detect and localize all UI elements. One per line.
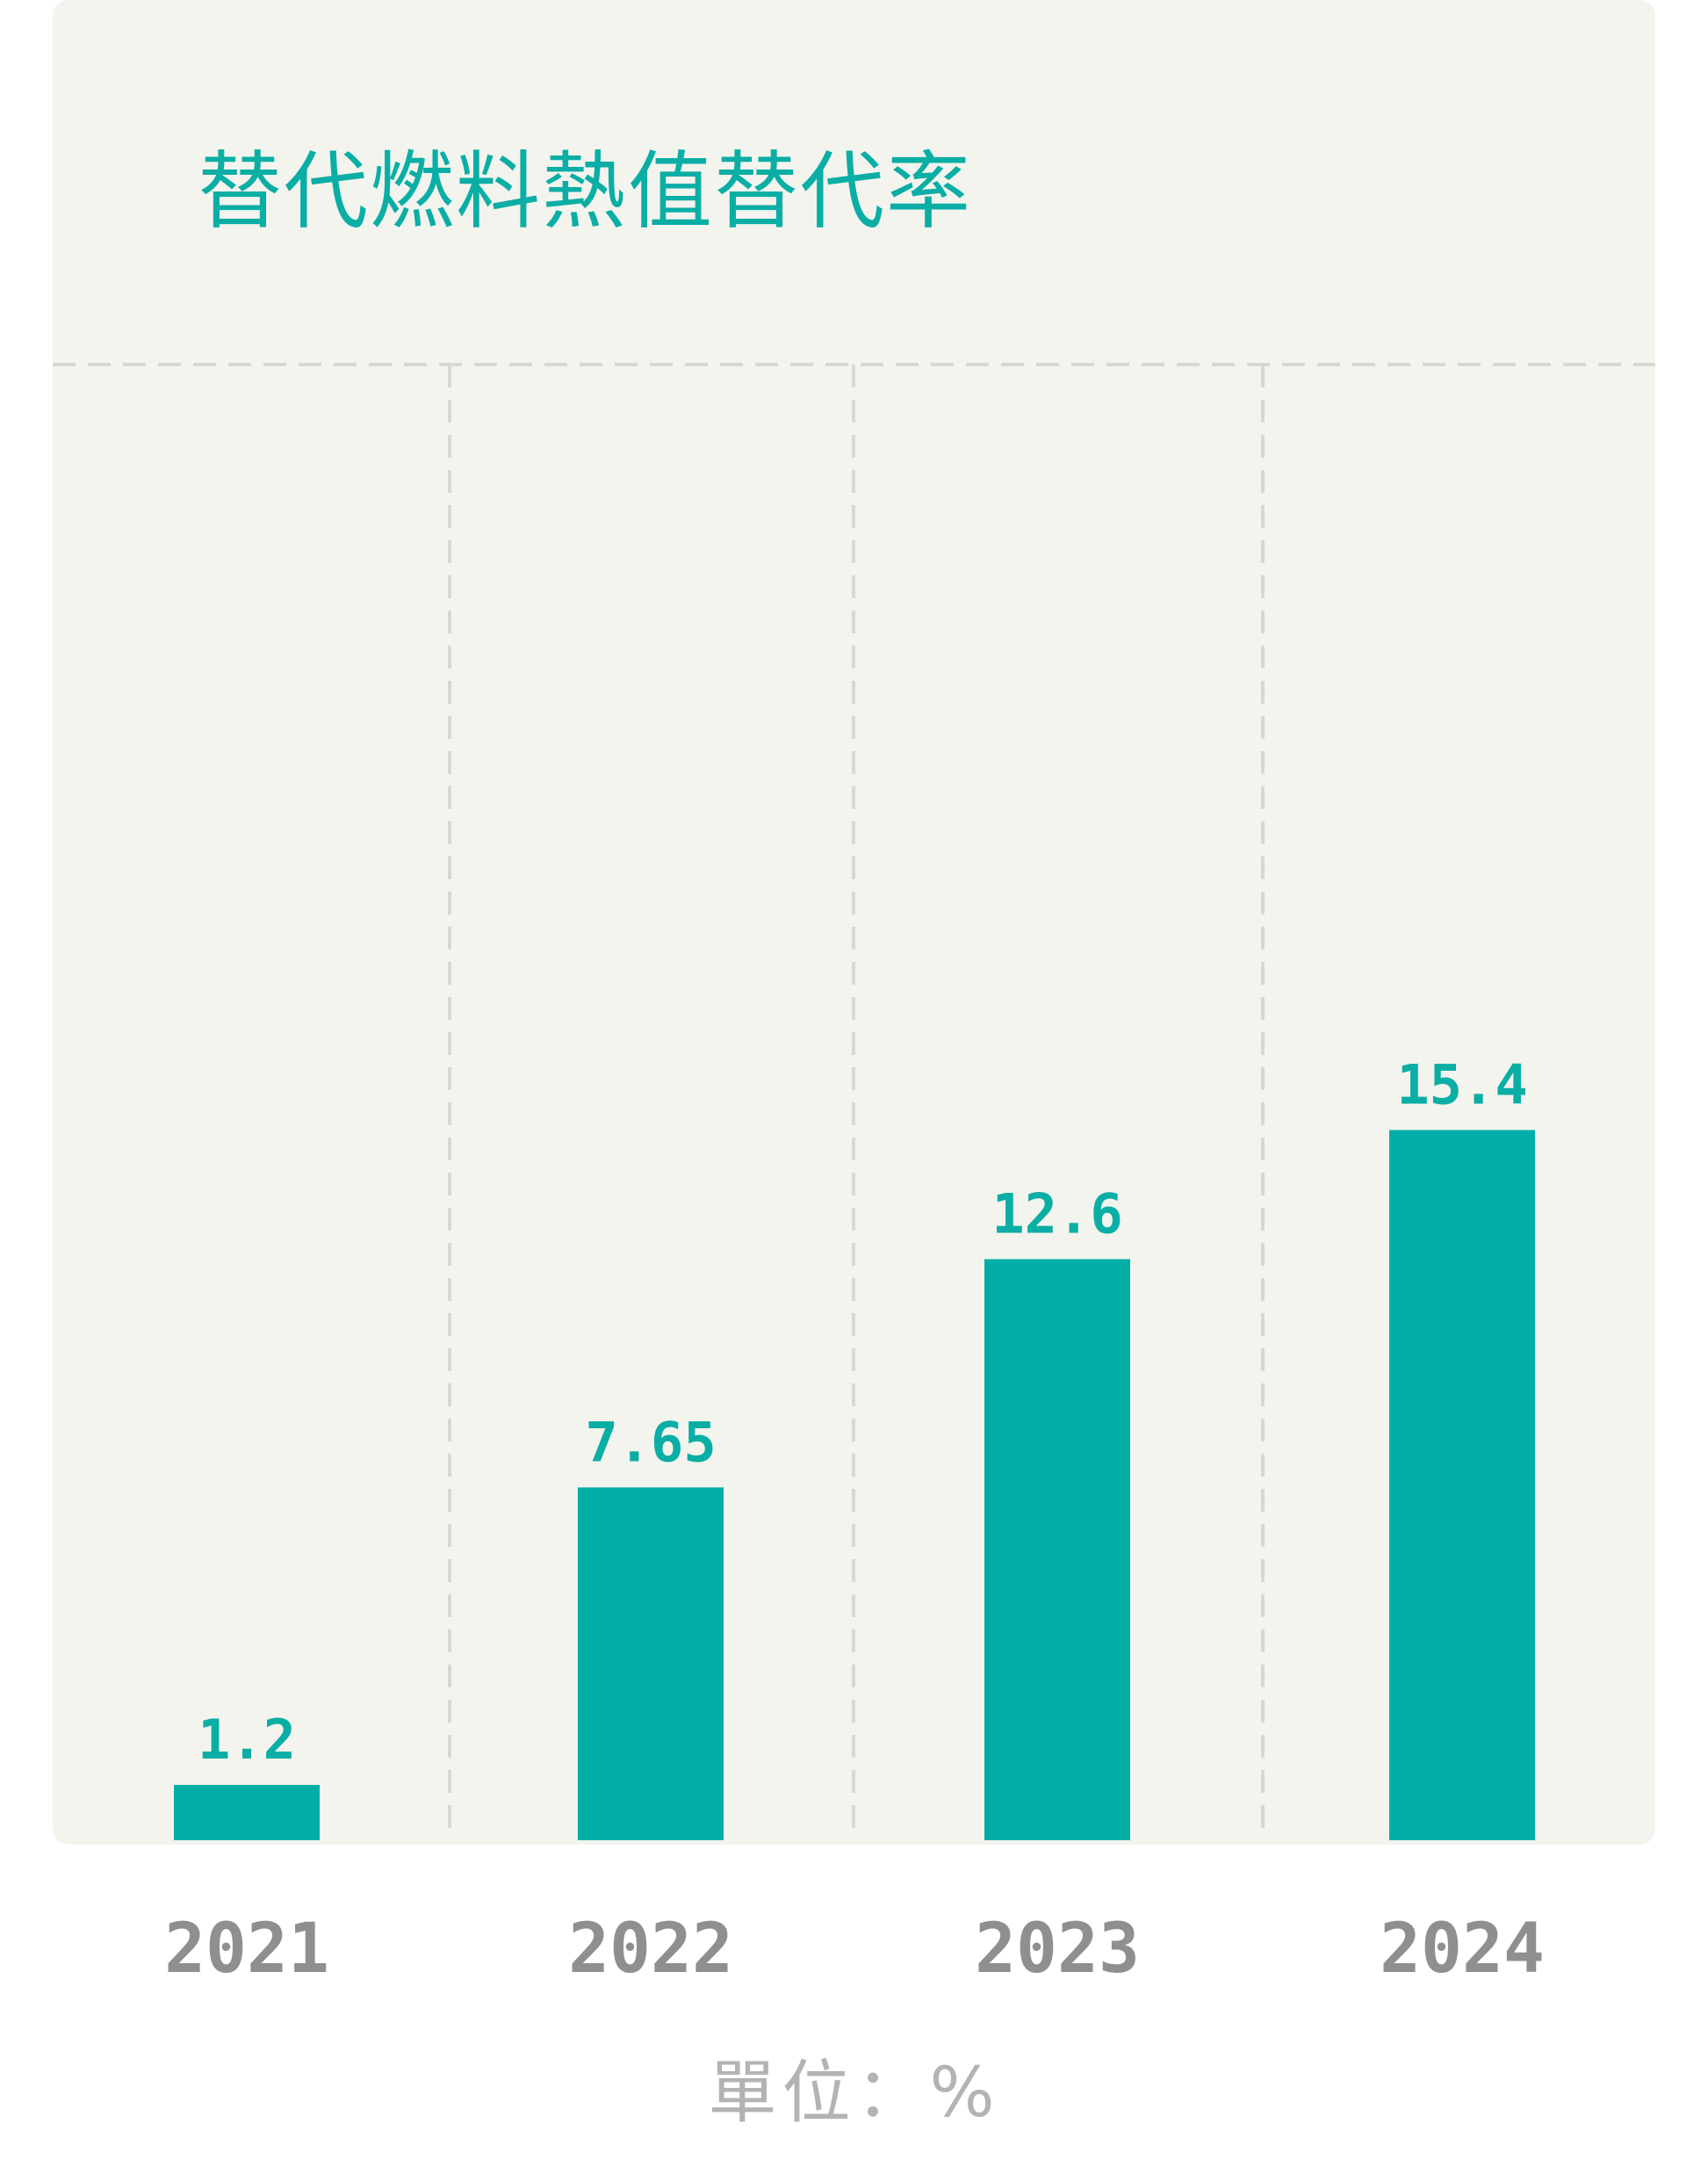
- unit-label: 單位：%: [708, 2054, 1000, 2133]
- value-label-2021: 1.2: [198, 1708, 296, 1772]
- bar-2021: [174, 1785, 320, 1840]
- gridlines: [53, 363, 1655, 1840]
- bar-2024: [1389, 1130, 1535, 1840]
- category-label-2022: 2022: [568, 1910, 733, 1989]
- category-label-2023: 2023: [975, 1910, 1140, 1989]
- category-labels: 2021 2022 2023 2024: [164, 1910, 1545, 1989]
- chart-title: 替代燃料熱值替代率: [198, 142, 972, 241]
- category-label-2021: 2021: [164, 1910, 329, 1989]
- bars: [174, 1130, 1535, 1840]
- value-label-2022: 7.65: [585, 1410, 716, 1474]
- category-label-2024: 2024: [1380, 1910, 1545, 1989]
- value-label-2023: 12.6: [991, 1182, 1122, 1246]
- bar-2023: [984, 1259, 1130, 1840]
- bar-2022: [578, 1487, 724, 1840]
- value-labels: 1.2 7.65 12.6 15.4: [198, 1053, 1528, 1773]
- value-label-2024: 15.4: [1396, 1053, 1527, 1117]
